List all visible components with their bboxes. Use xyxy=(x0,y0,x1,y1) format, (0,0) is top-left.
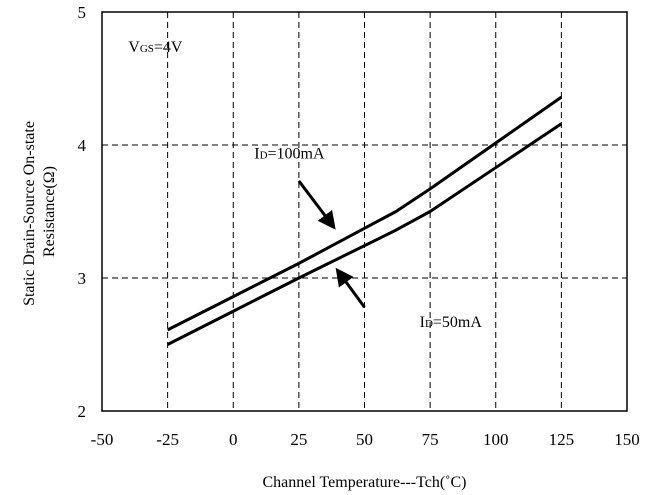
y-tick-label: 5 xyxy=(78,3,87,22)
x-tick-label: 0 xyxy=(229,430,238,449)
y-tick-label: 3 xyxy=(78,269,87,288)
x-axis-label: Channel Temperature---Tch(˚C) xyxy=(262,474,466,491)
annotation-vgs: VGS=4V xyxy=(128,39,183,56)
y-tick-label: 4 xyxy=(78,136,87,155)
plot-frame xyxy=(101,11,628,412)
x-tick-label: 25 xyxy=(290,430,307,449)
annotation-arrow xyxy=(297,180,336,230)
x-tick-label: -50 xyxy=(91,430,114,449)
x-tick-label: -25 xyxy=(156,430,179,449)
series-line xyxy=(166,95,563,332)
annotation-arrow xyxy=(335,267,366,309)
y-axis-label: Static Drain-Source On-state Resistance(… xyxy=(21,117,58,306)
x-tick-label: 75 xyxy=(422,430,439,449)
annotation-id100: ID=100mA xyxy=(254,145,325,162)
x-tick-label: 125 xyxy=(549,430,575,449)
y-axis-label-line-1: Static Drain-Source On-state xyxy=(21,121,38,306)
y-tick-label: 2 xyxy=(78,402,87,421)
series-line xyxy=(166,122,563,346)
tick-labels: -50 -25 0 25 50 75 100 125 150 2 3 4 5 xyxy=(78,3,640,449)
series-layer xyxy=(166,95,563,346)
annotations: VGS=4V ID=100mA ID=50mA xyxy=(128,39,482,331)
x-tick-label: 100 xyxy=(483,430,509,449)
x-tick-label: 50 xyxy=(356,430,373,449)
annotation-id50: ID=50mA xyxy=(420,314,483,331)
y-axis-label-line-2: Resistance(Ω) xyxy=(41,166,58,257)
x-tick-label: 150 xyxy=(614,430,640,449)
grid xyxy=(102,12,627,411)
